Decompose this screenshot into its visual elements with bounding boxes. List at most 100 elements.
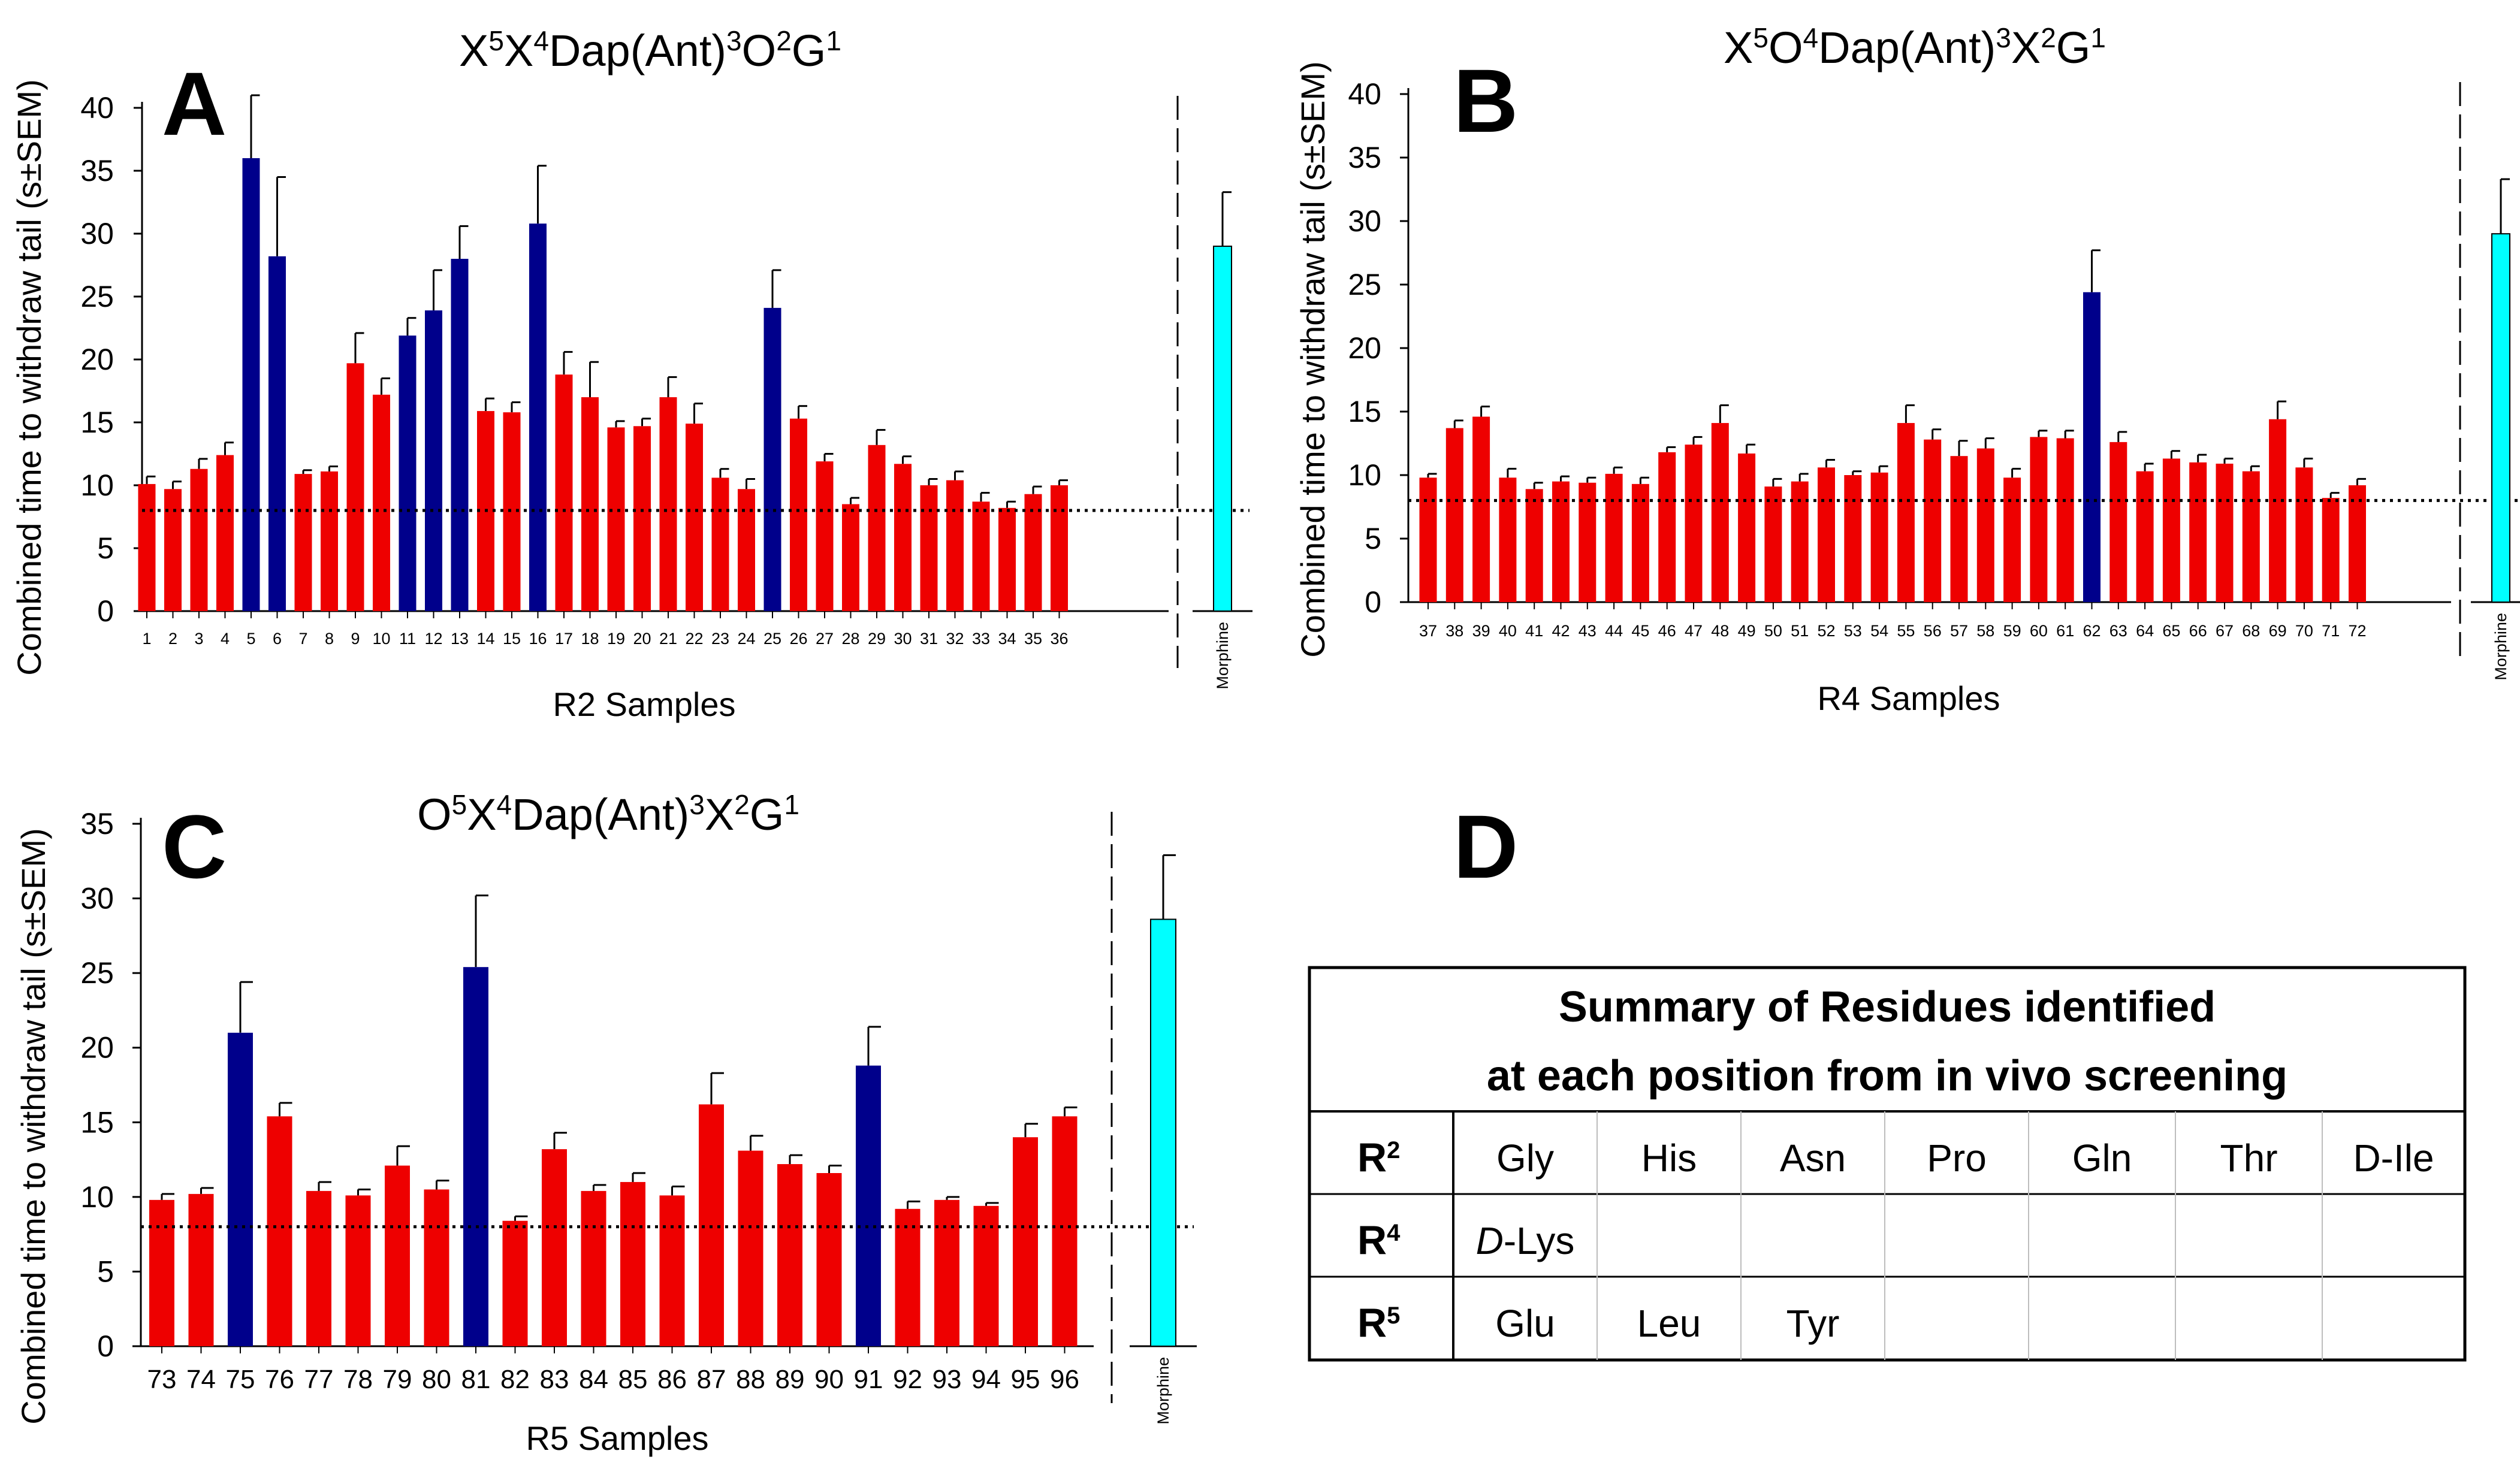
bar-1: [138, 483, 156, 611]
title-c-part: 5: [452, 789, 467, 820]
bar-77: [306, 1190, 331, 1346]
title-c-part: 4: [497, 789, 512, 820]
table-cell: D-Lys: [1476, 1219, 1575, 1262]
x-tick-label-94: 94: [971, 1365, 1001, 1394]
bar-22: [686, 424, 703, 611]
x-tick-label-51: 51: [1791, 622, 1809, 640]
x-tick-label-92: 92: [893, 1365, 922, 1394]
x-tick-label-37: 37: [1419, 622, 1437, 640]
bar-78: [345, 1195, 371, 1346]
bar-68: [2242, 471, 2260, 602]
y-tick-label: 20: [80, 1031, 114, 1065]
title-a-part: 1: [826, 25, 841, 56]
title-a-part: 4: [533, 25, 549, 56]
table-row-label-r5: R5: [1357, 1300, 1400, 1346]
title-b-part: 3: [1996, 22, 2011, 53]
x-tick-label-87: 87: [697, 1365, 726, 1394]
x-tick-label-67: 67: [2216, 622, 2234, 640]
bar-81: [463, 967, 488, 1346]
x-tick-label-86: 86: [657, 1365, 687, 1394]
table-cell: Pro: [1927, 1137, 1987, 1180]
y-tick-label: 25: [1348, 268, 1381, 301]
bar-66: [2189, 462, 2207, 602]
x-tick-label-39: 39: [1472, 622, 1490, 640]
bar-38: [1445, 428, 1463, 602]
chart-title-b: X5O4Dap(Ant)3X2G1: [1724, 22, 2106, 72]
x-tick-label-96: 96: [1050, 1365, 1079, 1394]
x-tick-label-55: 55: [1897, 622, 1915, 640]
y-tick-label: 20: [80, 343, 114, 376]
y-axis-label-c: Combined time to withdraw tail (s±SEM): [14, 828, 52, 1424]
bar-31: [920, 485, 938, 611]
title-c-part: X: [467, 790, 496, 839]
bar-10: [373, 394, 390, 611]
x-tick-label-18: 18: [581, 630, 599, 648]
title-b-part: X: [1724, 23, 1753, 72]
bar-88: [738, 1150, 763, 1346]
x-tick-label-58: 58: [1976, 622, 1994, 640]
x-tick-label-38: 38: [1445, 622, 1463, 640]
panel-letter-a: A: [162, 53, 227, 154]
bar-89: [777, 1164, 802, 1346]
bar-85: [620, 1181, 645, 1346]
bar-20: [633, 426, 651, 611]
y-tick-label: 30: [80, 882, 114, 915]
title-c-part: G: [750, 790, 784, 839]
x-tick-label-64: 64: [2136, 622, 2154, 640]
bar-9: [346, 363, 364, 611]
summary-table-border: [1308, 966, 2467, 1362]
x-tick-label-22: 22: [685, 630, 703, 648]
title-a-part: X: [504, 26, 533, 75]
x-tick-label-73: 73: [147, 1365, 177, 1394]
table-cell: Thr: [2220, 1137, 2278, 1180]
x-tick-label-57: 57: [1950, 622, 1968, 640]
plot-c: 0 5 10 15 20 25 30 35 73 74 75 76 77 78 79 80 81 82 83 84 85…: [80, 807, 1197, 1425]
bar-75: [228, 1032, 253, 1346]
bar-44: [1605, 473, 1623, 602]
bar-79: [385, 1165, 410, 1346]
x-axis-label-c: R5 Samples: [526, 1419, 708, 1457]
bar-47: [1685, 445, 1703, 602]
title-b-part: 1: [2090, 22, 2106, 53]
table-cell: Asn: [1780, 1137, 1846, 1180]
title-b-part: Dap(Ant): [1818, 23, 1996, 72]
table-title-line-2: at each position from in vivo screening: [1487, 1052, 2287, 1100]
x-tick-label-85: 85: [618, 1365, 648, 1394]
bar-39: [1472, 416, 1490, 602]
title-a-part: G: [792, 26, 826, 75]
morphine-label: Morphine: [2492, 613, 2510, 681]
y-tick-label: 15: [80, 1105, 114, 1139]
bar-86: [659, 1195, 685, 1346]
bar-26: [790, 418, 807, 611]
bar-12: [425, 310, 442, 611]
x-tick-label-2: 2: [168, 630, 177, 648]
chart-title-c: O5X4Dap(Ant)3X2G1: [417, 789, 799, 839]
y-tick-label: 15: [80, 406, 114, 439]
bar-50: [1764, 486, 1782, 602]
x-tick-label-15: 15: [503, 630, 521, 648]
title-c-part: 3: [689, 789, 705, 820]
bar-63: [2109, 442, 2127, 602]
bar-59: [2003, 477, 2021, 602]
bar-72: [2349, 485, 2366, 602]
bar-56: [1924, 439, 1942, 602]
x-tick-label-78: 78: [343, 1365, 373, 1394]
x-tick-label-50: 50: [1764, 622, 1782, 640]
bar-41: [1525, 489, 1543, 602]
bar-4: [216, 455, 234, 611]
x-tick-label-14: 14: [476, 630, 494, 648]
bar-46: [1658, 452, 1676, 602]
x-tick-label-5: 5: [246, 630, 255, 648]
table-cell: D-Ile: [2353, 1137, 2434, 1180]
x-tick-label-62: 62: [2083, 622, 2100, 640]
table-cell: Tyr: [1786, 1302, 1840, 1345]
x-tick-label-4: 4: [221, 630, 230, 648]
title-a-part: 5: [488, 25, 504, 56]
panel-c: C O5X4Dap(Ant)3X2G1 Combined time to wit…: [14, 789, 1197, 1457]
x-tick-label-61: 61: [2056, 622, 2074, 640]
x-tick-label-35: 35: [1024, 630, 1042, 648]
x-tick-label-11: 11: [399, 630, 416, 648]
title-a-part: O: [742, 26, 777, 75]
bar-67: [2216, 463, 2234, 602]
